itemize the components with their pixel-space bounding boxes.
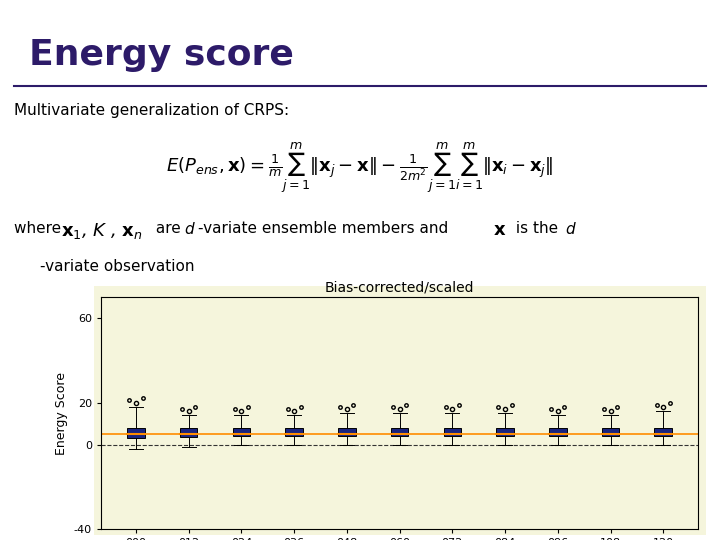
Text: Multivariate generalization of CRPS:: Multivariate generalization of CRPS: [14,103,289,118]
Bar [338,428,356,436]
Bar [127,428,145,438]
Text: $\mathbf{x}$: $\mathbf{x}$ [493,221,507,239]
Bar [602,428,619,436]
Text: $\mathbf{x}_1$, K , $\mathbf{x}_n$: $\mathbf{x}_1$, K , $\mathbf{x}_n$ [61,221,143,241]
Text: $d$: $d$ [184,221,195,238]
Bar [549,428,567,436]
Text: $E(P_{ens}, \mathbf{x}) = \frac{1}{m}\sum_{j=1}^{m}\|\mathbf{x}_j - \mathbf{x}\|: $E(P_{ens}, \mathbf{x}) = \frac{1}{m}\su… [166,140,554,195]
Text: Energy score: Energy score [29,38,294,72]
Bar [285,428,303,436]
Bar [391,428,408,436]
Y-axis label: Energy Score: Energy Score [55,372,68,455]
Text: is the: is the [511,221,563,237]
Bar [180,428,197,437]
Bar [654,428,672,436]
Bar [496,428,514,436]
Bar [444,428,461,436]
Text: are: are [151,221,186,237]
Text: where: where [14,221,66,237]
Text: -variate observation: -variate observation [40,259,194,274]
Title: Bias-corrected/scaled: Bias-corrected/scaled [325,280,474,294]
Text: -variate ensemble members and: -variate ensemble members and [198,221,453,237]
Bar [233,428,251,436]
Text: $d$: $d$ [565,221,577,238]
